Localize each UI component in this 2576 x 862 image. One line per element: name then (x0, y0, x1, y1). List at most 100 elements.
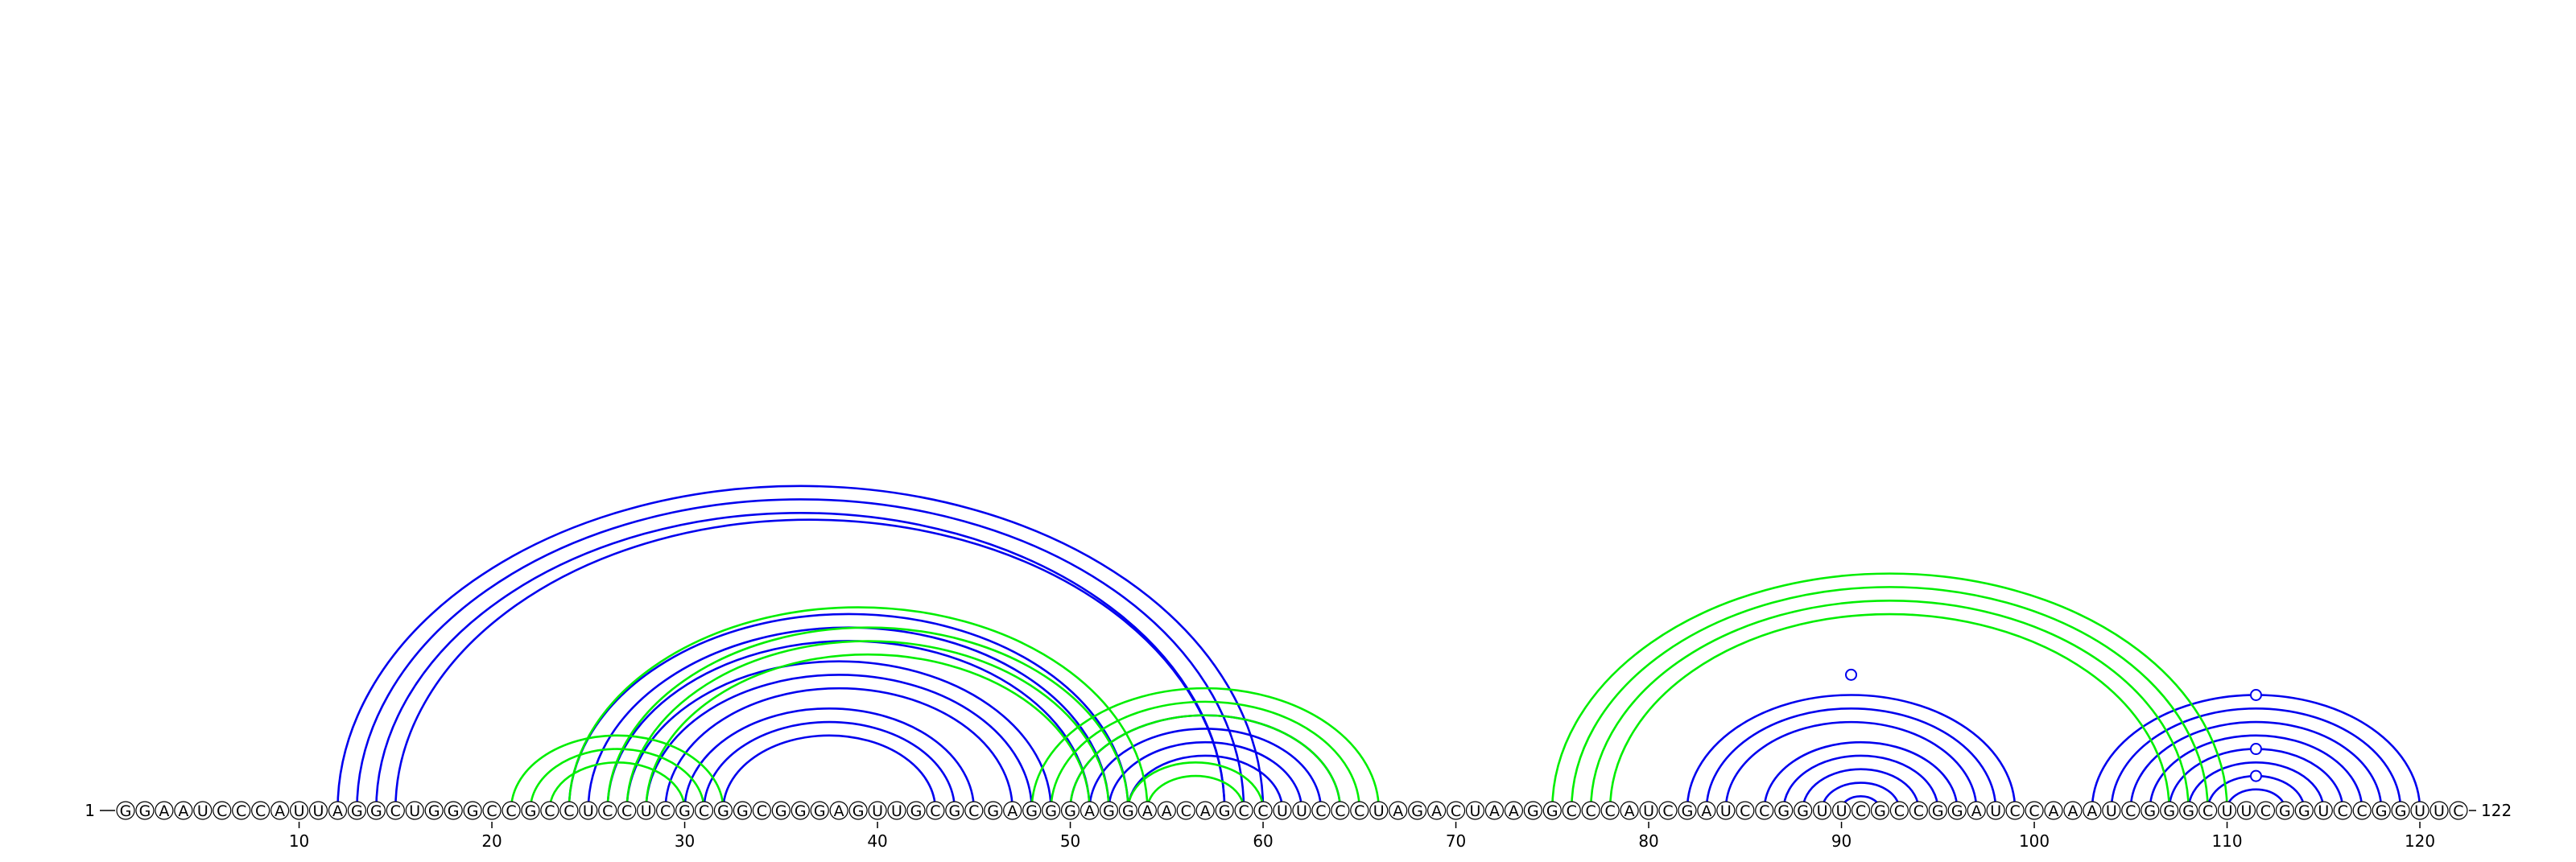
nucleotide-letter: C (1740, 802, 1750, 820)
nucleotide-letter: G (948, 802, 960, 820)
base-pair-arc-blue (394, 518, 1226, 810)
sequence-end-label: 122 (2481, 801, 2512, 820)
nucleotide-letter: G (1777, 802, 1790, 820)
arc-marker (2249, 769, 2262, 782)
nucleotide-letter: C (1181, 802, 1191, 820)
nucleotide-letter: C (1586, 802, 1596, 820)
nucleotide-letter: G (1045, 802, 1057, 820)
nucleotide-circle (598, 801, 617, 820)
nucleotide-letter: C (699, 802, 709, 820)
nucleotide-circle (1542, 801, 1562, 820)
base-pair-arc-blue (1705, 707, 1997, 810)
nucleotide-letter: G (737, 802, 749, 820)
nucleotide-letter: G (1122, 802, 1134, 820)
base-pair-arc-green (1608, 612, 2170, 810)
base-pair-arc-green (1127, 761, 1265, 810)
nucleotide-letter: C (930, 802, 940, 820)
nucleotide-circle (887, 801, 906, 820)
nucleotide-circle (1389, 801, 1408, 820)
nucleotide-circle (174, 801, 193, 820)
nucleotide-letter: U (1373, 802, 1385, 820)
nucleotide-letter: A (1701, 802, 1711, 820)
nucleotide-letter: G (679, 802, 691, 820)
nucleotide-circle (1794, 801, 1813, 820)
nucleotide-circle (1562, 801, 1581, 820)
nucleotide-letter: G (2279, 802, 2291, 820)
nucleotide-circle (328, 801, 348, 820)
nucleotide-letter: A (1142, 802, 1153, 820)
nucleotide-letter: U (1720, 802, 1732, 820)
nucleotide-letter: A (1393, 802, 1403, 820)
nucleotide-letter: C (1894, 802, 1905, 820)
nucleotide-circle (655, 801, 675, 820)
nucleotide-circle (945, 801, 964, 820)
nucleotide-letter: U (1817, 802, 1828, 820)
nucleotide-letter: C (1354, 802, 1364, 820)
nucleotide-circle (1350, 801, 1369, 820)
base-pair-arc-blue (2187, 761, 2325, 810)
nucleotide-circle (2449, 801, 2468, 820)
base-pair-arc-green (1551, 572, 2228, 810)
nucleotide-letter: G (987, 802, 999, 820)
nucleotide-letter: G (1411, 802, 1423, 820)
nucleotide-letter: A (1200, 802, 1211, 820)
nucleotide-letter: U (313, 802, 324, 820)
nucleotide-letter: C (544, 802, 555, 820)
nucleotide-circle (1736, 801, 1755, 820)
nucleotide-letter: C (757, 802, 767, 820)
nucleotide-letter: C (1567, 802, 1577, 820)
nucleotide-letter: U (1643, 802, 1654, 820)
nucleotide-letter: C (1856, 802, 1866, 820)
nucleotide-circle (637, 801, 656, 820)
nucleotide-circle (2333, 801, 2352, 820)
nucleotide-circle (386, 801, 405, 820)
nucleotide-letter: G (2144, 802, 2156, 820)
nucleotide-circle (559, 801, 579, 820)
nucleotide-circle (906, 801, 926, 820)
nucleotide-letter: A (1162, 802, 1172, 820)
nucleotide-letter: G (448, 802, 460, 820)
nucleotide-circle (1484, 801, 1505, 820)
nucleotide-letter: U (1470, 802, 1481, 820)
nucleotide-circle (771, 801, 791, 820)
nucleotide-circle (1060, 801, 1080, 820)
nucleotide-circle (1523, 801, 1542, 820)
axis-tick-label: 70 (1446, 831, 1466, 851)
axis-tick-label: 110 (2211, 831, 2242, 851)
base-pair-arc-blue (2110, 707, 2402, 810)
base-pair-arc-green (645, 653, 1091, 810)
nucleotide-letter: C (564, 802, 574, 820)
nucleotide-letter: G (1527, 802, 1539, 820)
nucleotide-letter: G (351, 802, 363, 820)
nucleotide-letter: C (2338, 802, 2348, 820)
base-pair-arc-blue (1763, 740, 1959, 810)
nucleotide-circle (694, 801, 714, 820)
nucleotide-letter: G (2376, 802, 2388, 820)
nucleotide-letter: G (775, 802, 787, 820)
nucleotide-circle (2410, 801, 2429, 820)
nucleotide-letter: C (236, 802, 246, 820)
base-pair-arc-blue (375, 511, 1226, 810)
nucleotide-circle (2236, 801, 2256, 820)
nucleotide-circle (1600, 801, 1620, 820)
nucleotide-letter: C (2009, 802, 2020, 820)
nucleotide-letter: C (1315, 802, 1326, 820)
base-pair-arc-blue (1686, 694, 2017, 810)
nucleotide-circle (521, 801, 540, 820)
nucleotide-circle (1118, 801, 1138, 820)
nucleotide-circle (1099, 801, 1119, 820)
base-pair-arc-green (1146, 774, 1245, 810)
base-pair-arc-blue (2226, 788, 2286, 810)
nucleotide-circle (2352, 801, 2372, 820)
nucleotide-letter: A (1509, 802, 1519, 820)
nucleotide-circle (2294, 801, 2314, 820)
base-pair-arc-blue (1782, 754, 1939, 810)
nucleotide-letter: A (2067, 802, 2078, 820)
nucleotide-circle (2140, 801, 2160, 820)
nucleotide-circle (1504, 801, 1524, 820)
nucleotide-circle (482, 801, 502, 820)
nucleotide-circle (1253, 801, 1273, 820)
nucleotide-letter: C (968, 802, 979, 820)
